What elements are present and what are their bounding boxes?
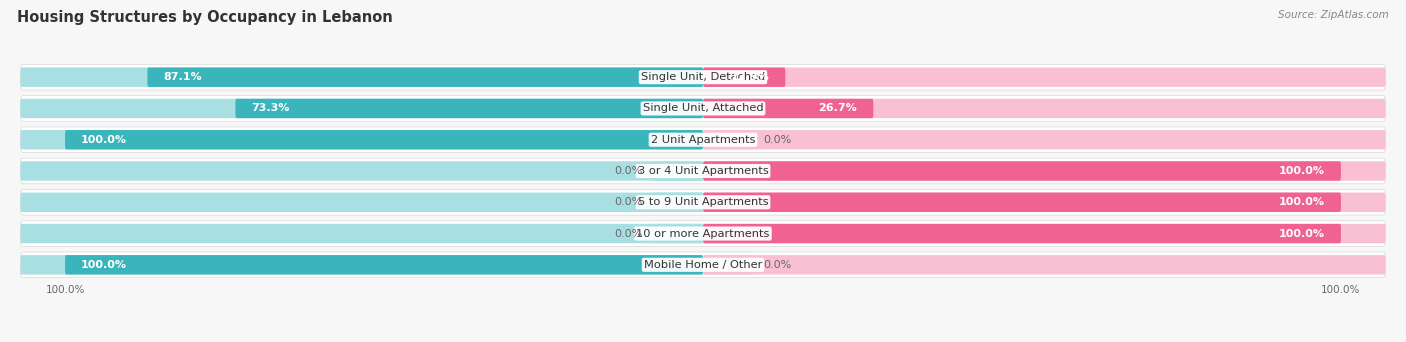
Text: 100.0%: 100.0% bbox=[82, 260, 127, 270]
FancyBboxPatch shape bbox=[703, 67, 1385, 87]
FancyBboxPatch shape bbox=[65, 255, 703, 275]
FancyBboxPatch shape bbox=[703, 193, 1385, 212]
FancyBboxPatch shape bbox=[652, 193, 703, 212]
FancyBboxPatch shape bbox=[703, 224, 1341, 243]
FancyBboxPatch shape bbox=[652, 161, 703, 181]
Text: 26.7%: 26.7% bbox=[818, 104, 858, 114]
FancyBboxPatch shape bbox=[703, 67, 786, 87]
FancyBboxPatch shape bbox=[703, 255, 754, 275]
Text: 100.0%: 100.0% bbox=[1279, 197, 1324, 207]
FancyBboxPatch shape bbox=[21, 99, 703, 118]
FancyBboxPatch shape bbox=[703, 99, 1385, 118]
FancyBboxPatch shape bbox=[21, 252, 1385, 278]
FancyBboxPatch shape bbox=[703, 99, 873, 118]
Text: Mobile Home / Other: Mobile Home / Other bbox=[644, 260, 762, 270]
Text: 0.0%: 0.0% bbox=[763, 135, 792, 145]
FancyBboxPatch shape bbox=[21, 255, 703, 275]
FancyBboxPatch shape bbox=[21, 127, 1385, 153]
FancyBboxPatch shape bbox=[703, 193, 1341, 212]
Text: 73.3%: 73.3% bbox=[252, 104, 290, 114]
FancyBboxPatch shape bbox=[21, 64, 1385, 90]
Text: 100.0%: 100.0% bbox=[82, 135, 127, 145]
FancyBboxPatch shape bbox=[21, 221, 1385, 246]
FancyBboxPatch shape bbox=[703, 130, 754, 149]
FancyBboxPatch shape bbox=[65, 130, 703, 149]
Text: 100.0%: 100.0% bbox=[1279, 228, 1324, 238]
FancyBboxPatch shape bbox=[21, 67, 703, 87]
Text: 0.0%: 0.0% bbox=[614, 166, 643, 176]
FancyBboxPatch shape bbox=[703, 161, 1341, 181]
FancyBboxPatch shape bbox=[21, 161, 703, 181]
Text: 2 Unit Apartments: 2 Unit Apartments bbox=[651, 135, 755, 145]
FancyBboxPatch shape bbox=[21, 130, 703, 149]
FancyBboxPatch shape bbox=[652, 224, 703, 243]
FancyBboxPatch shape bbox=[21, 189, 1385, 215]
FancyBboxPatch shape bbox=[235, 99, 703, 118]
Text: 100.0%: 100.0% bbox=[1279, 166, 1324, 176]
FancyBboxPatch shape bbox=[703, 161, 1385, 181]
FancyBboxPatch shape bbox=[703, 255, 1385, 275]
Text: 5 to 9 Unit Apartments: 5 to 9 Unit Apartments bbox=[638, 197, 768, 207]
Text: 0.0%: 0.0% bbox=[614, 228, 643, 238]
FancyBboxPatch shape bbox=[21, 96, 1385, 121]
Text: Source: ZipAtlas.com: Source: ZipAtlas.com bbox=[1278, 10, 1389, 20]
FancyBboxPatch shape bbox=[703, 224, 1385, 243]
Text: 12.9%: 12.9% bbox=[731, 72, 769, 82]
FancyBboxPatch shape bbox=[21, 224, 703, 243]
FancyBboxPatch shape bbox=[703, 130, 1385, 149]
Text: Single Unit, Attached: Single Unit, Attached bbox=[643, 104, 763, 114]
Text: 10 or more Apartments: 10 or more Apartments bbox=[637, 228, 769, 238]
FancyBboxPatch shape bbox=[21, 193, 703, 212]
Text: Single Unit, Detached: Single Unit, Detached bbox=[641, 72, 765, 82]
FancyBboxPatch shape bbox=[148, 67, 703, 87]
Text: Housing Structures by Occupancy in Lebanon: Housing Structures by Occupancy in Leban… bbox=[17, 10, 392, 25]
Text: 0.0%: 0.0% bbox=[614, 197, 643, 207]
FancyBboxPatch shape bbox=[21, 158, 1385, 184]
Text: 3 or 4 Unit Apartments: 3 or 4 Unit Apartments bbox=[638, 166, 768, 176]
Text: 0.0%: 0.0% bbox=[763, 260, 792, 270]
Text: 87.1%: 87.1% bbox=[163, 72, 202, 82]
